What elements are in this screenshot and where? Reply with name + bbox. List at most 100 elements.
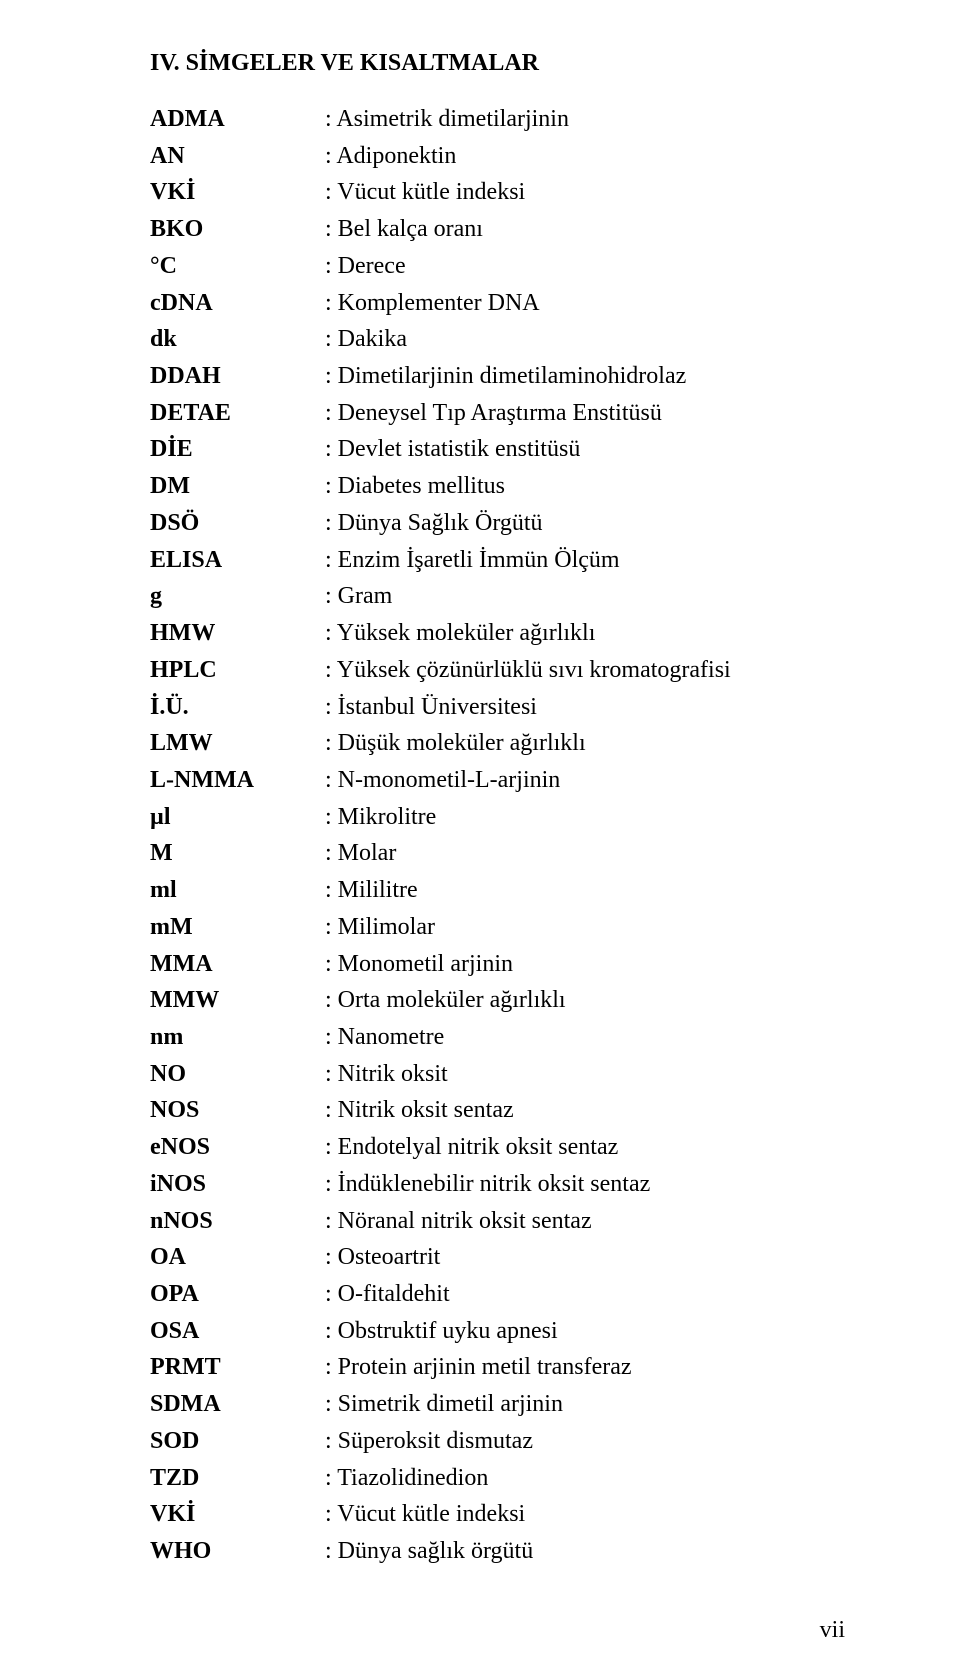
abbreviation-term: OPA	[150, 1276, 325, 1313]
abbreviation-definition: : Protein arjinin metil transferaz	[325, 1349, 845, 1386]
abbreviation-definition: : Molar	[325, 835, 845, 872]
abbreviation-definition: : Adiponektin	[325, 138, 845, 175]
abbreviation-definition: : Vücut kütle indeksi	[325, 174, 845, 211]
abbreviation-definition: : Düşük moleküler ağırlıklı	[325, 725, 845, 762]
abbreviation-row: °C: Derece	[150, 248, 845, 285]
abbreviation-term: cDNA	[150, 285, 325, 322]
abbreviation-row: HMW: Yüksek moleküler ağırlıklı	[150, 615, 845, 652]
abbreviation-definition: : Enzim İşaretli İmmün Ölçüm	[325, 542, 845, 579]
abbreviation-row: DM: Diabetes mellitus	[150, 468, 845, 505]
abbreviation-definition: : Yüksek moleküler ağırlıklı	[325, 615, 845, 652]
abbreviation-row: ELISA: Enzim İşaretli İmmün Ölçüm	[150, 542, 845, 579]
abbreviation-definition: : Komplementer DNA	[325, 285, 845, 322]
section-heading: IV. SİMGELER VE KISALTMALAR	[150, 50, 845, 77]
abbreviation-term: nNOS	[150, 1203, 325, 1240]
abbreviation-definition: : Bel kalça oranı	[325, 211, 845, 248]
abbreviation-row: cDNA: Komplementer DNA	[150, 285, 845, 322]
abbreviation-definition: : Yüksek çözünürlüklü sıvı kromatografis…	[325, 652, 845, 689]
abbreviation-row: BKO: Bel kalça oranı	[150, 211, 845, 248]
abbreviation-definition: : Simetrik dimetil arjinin	[325, 1386, 845, 1423]
abbreviation-definition: : Deneysel Tıp Araştırma Enstitüsü	[325, 395, 845, 432]
abbreviation-definition: : Nitrik oksit	[325, 1056, 845, 1093]
abbreviation-term: g	[150, 578, 325, 615]
abbreviation-row: eNOS: Endotelyal nitrik oksit sentaz	[150, 1129, 845, 1166]
abbreviation-definition: : Derece	[325, 248, 845, 285]
abbreviation-term: OA	[150, 1239, 325, 1276]
abbreviation-row: NO: Nitrik oksit	[150, 1056, 845, 1093]
abbreviation-term: ELISA	[150, 542, 325, 579]
abbreviation-row: g: Gram	[150, 578, 845, 615]
abbreviation-term: iNOS	[150, 1166, 325, 1203]
abbreviation-row: ml: Mililitre	[150, 872, 845, 909]
abbreviation-definition: : Dakika	[325, 321, 845, 358]
abbreviation-term: mM	[150, 909, 325, 946]
abbreviation-row: DSÖ: Dünya Sağlık Örgütü	[150, 505, 845, 542]
abbreviation-row: DETAE: Deneysel Tıp Araştırma Enstitüsü	[150, 395, 845, 432]
abbreviation-row: DİE: Devlet istatistik enstitüsü	[150, 431, 845, 468]
abbreviation-term: PRMT	[150, 1349, 325, 1386]
abbreviation-row: dk: Dakika	[150, 321, 845, 358]
abbreviation-row: OPA: O-fitaldehit	[150, 1276, 845, 1313]
abbreviation-term: OSA	[150, 1313, 325, 1350]
abbreviation-row: OA: Osteoartrit	[150, 1239, 845, 1276]
abbreviation-term: MMA	[150, 946, 325, 983]
abbreviation-row: SOD: Süperoksit dismutaz	[150, 1423, 845, 1460]
abbreviation-definition: : Dünya Sağlık Örgütü	[325, 505, 845, 542]
abbreviation-term: BKO	[150, 211, 325, 248]
abbreviation-term: DİE	[150, 431, 325, 468]
abbreviation-list: ADMA: Asimetrik dimetilarjininAN: Adipon…	[150, 101, 845, 1570]
abbreviation-definition: : Mikrolitre	[325, 799, 845, 836]
abbreviation-term: LMW	[150, 725, 325, 762]
abbreviation-row: MMA: Monometil arjinin	[150, 946, 845, 983]
abbreviation-definition: : Milimolar	[325, 909, 845, 946]
abbreviation-row: TZD: Tiazolidinedion	[150, 1460, 845, 1497]
page-number: vii	[820, 1617, 845, 1644]
abbreviation-term: DM	[150, 468, 325, 505]
abbreviation-row: HPLC: Yüksek çözünürlüklü sıvı kromatogr…	[150, 652, 845, 689]
abbreviation-term: dk	[150, 321, 325, 358]
abbreviation-definition: : N-monometil-L-arjinin	[325, 762, 845, 799]
abbreviation-definition: : Mililitre	[325, 872, 845, 909]
abbreviation-term: DETAE	[150, 395, 325, 432]
abbreviation-row: nm: Nanometre	[150, 1019, 845, 1056]
abbreviation-row: VKİ: Vücut kütle indeksi	[150, 1496, 845, 1533]
abbreviation-definition: : Osteoartrit	[325, 1239, 845, 1276]
abbreviation-row: MMW: Orta moleküler ağırlıklı	[150, 982, 845, 1019]
abbreviation-row: DDAH: Dimetilarjinin dimetilaminohidrola…	[150, 358, 845, 395]
abbreviation-term: HPLC	[150, 652, 325, 689]
abbreviation-row: İ.Ü.: İstanbul Üniversitesi	[150, 689, 845, 726]
abbreviation-term: HMW	[150, 615, 325, 652]
abbreviation-row: iNOS: İndüklenebilir nitrik oksit sentaz	[150, 1166, 845, 1203]
abbreviation-term: M	[150, 835, 325, 872]
abbreviation-term: AN	[150, 138, 325, 175]
abbreviation-term: L-NMMA	[150, 762, 325, 799]
abbreviation-row: ADMA: Asimetrik dimetilarjinin	[150, 101, 845, 138]
abbreviation-definition: : Süperoksit dismutaz	[325, 1423, 845, 1460]
abbreviation-row: AN: Adiponektin	[150, 138, 845, 175]
abbreviation-row: L-NMMA: N-monometil-L-arjinin	[150, 762, 845, 799]
abbreviation-definition: : Dimetilarjinin dimetilaminohidrolaz	[325, 358, 845, 395]
abbreviation-definition: : Devlet istatistik enstitüsü	[325, 431, 845, 468]
abbreviation-definition: : Dünya sağlık örgütü	[325, 1533, 845, 1570]
abbreviation-term: TZD	[150, 1460, 325, 1497]
abbreviation-definition: : Vücut kütle indeksi	[325, 1496, 845, 1533]
abbreviation-term: nm	[150, 1019, 325, 1056]
abbreviation-definition: : Endotelyal nitrik oksit sentaz	[325, 1129, 845, 1166]
abbreviation-definition: : Tiazolidinedion	[325, 1460, 845, 1497]
abbreviation-term: SDMA	[150, 1386, 325, 1423]
abbreviation-row: OSA: Obstruktif uyku apnesi	[150, 1313, 845, 1350]
abbreviation-definition: : İndüklenebilir nitrik oksit sentaz	[325, 1166, 845, 1203]
abbreviation-definition: : Nitrik oksit sentaz	[325, 1092, 845, 1129]
abbreviation-row: mM: Milimolar	[150, 909, 845, 946]
abbreviation-definition: : O-fitaldehit	[325, 1276, 845, 1313]
abbreviation-definition: : Diabetes mellitus	[325, 468, 845, 505]
abbreviation-term: MMW	[150, 982, 325, 1019]
abbreviation-term: °C	[150, 248, 325, 285]
abbreviation-definition: : Nanometre	[325, 1019, 845, 1056]
abbreviation-term: SOD	[150, 1423, 325, 1460]
abbreviation-term: VKİ	[150, 174, 325, 211]
abbreviation-row: PRMT: Protein arjinin metil transferaz	[150, 1349, 845, 1386]
abbreviation-definition: : Monometil arjinin	[325, 946, 845, 983]
abbreviation-term: eNOS	[150, 1129, 325, 1166]
abbreviation-term: ml	[150, 872, 325, 909]
